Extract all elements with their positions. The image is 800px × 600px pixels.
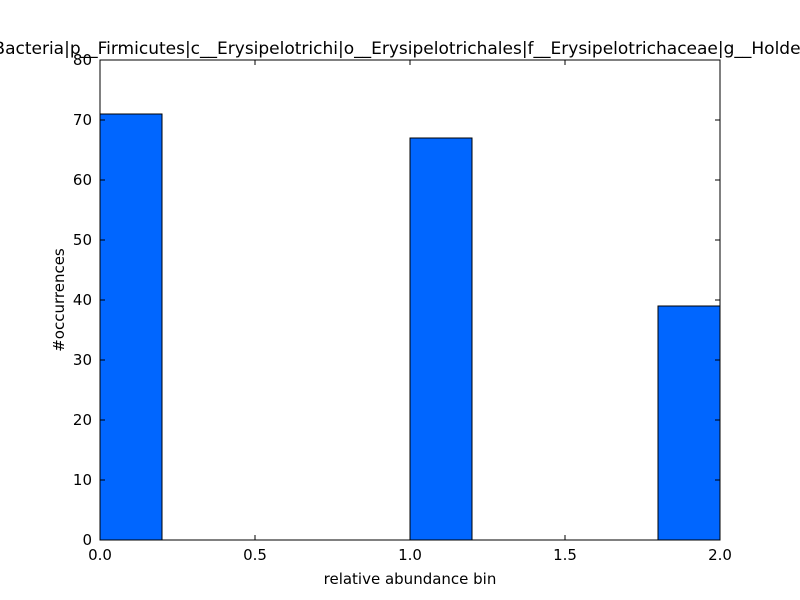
chart-title: k__Bacteria|p__Firmicutes|c__Erysipelotr… <box>0 39 800 59</box>
x-tick-label: 2.0 <box>708 546 732 564</box>
y-tick-label: 0 <box>82 531 92 549</box>
x-tick-label: 1.5 <box>553 546 577 564</box>
histogram-bar <box>657 305 721 541</box>
y-tick-label: 20 <box>73 411 92 429</box>
y-tick-label: 70 <box>73 111 92 129</box>
ticks-layer: 0.0 0.5 1.0 1.5 2.0 0 10 20 30 40 50 60 70 80 <box>73 51 732 564</box>
y-tick-label: 30 <box>73 351 92 369</box>
x-tick-label: 1.0 <box>398 546 422 564</box>
x-axis-label: relative abundance bin <box>324 570 497 588</box>
y-tick-label: 10 <box>73 471 92 489</box>
y-tick-label: 40 <box>73 291 92 309</box>
plot-frame <box>99 59 721 541</box>
histogram-bar <box>409 137 473 541</box>
y-tick-label: 60 <box>73 171 92 189</box>
y-tick-label: 50 <box>73 231 92 249</box>
x-tick-label: 0.0 <box>88 546 112 564</box>
y-axis-label: #occurrences <box>50 248 68 352</box>
x-tick-label: 0.5 <box>243 546 267 564</box>
y-tick-label: 80 <box>73 51 92 69</box>
bars-layer <box>99 113 721 541</box>
histogram-bar <box>99 113 163 541</box>
